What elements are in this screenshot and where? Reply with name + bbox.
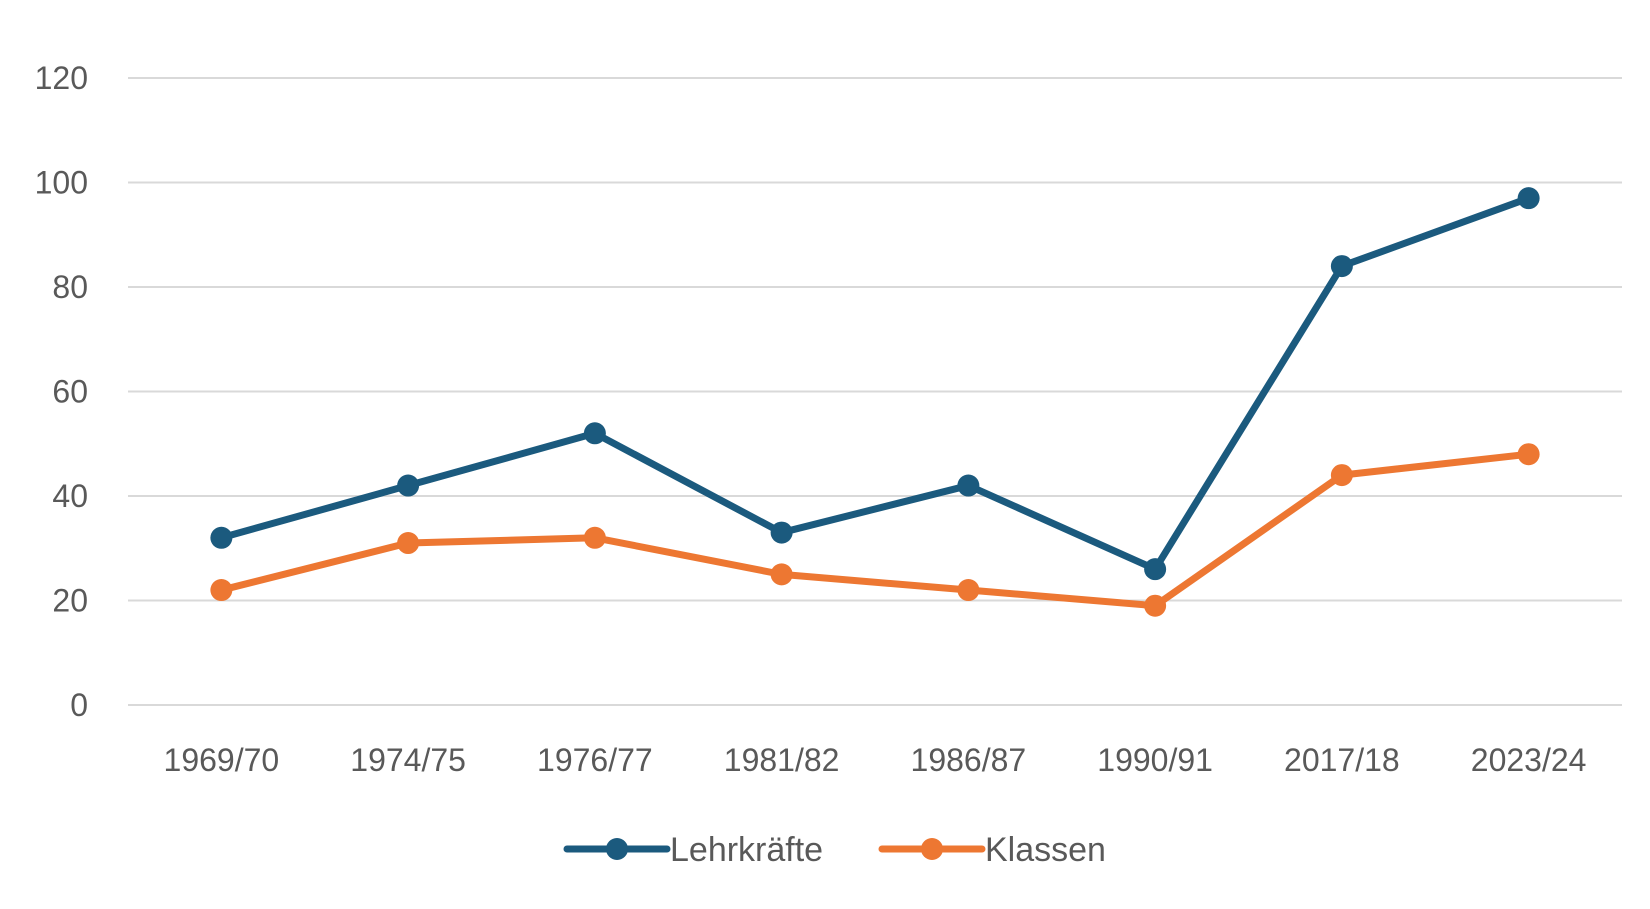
data-point-klassen	[1330, 464, 1353, 487]
data-point-klassen	[770, 563, 793, 586]
x-tick-label: 2023/24	[1471, 742, 1587, 778]
series-line-lehrkraefte	[217, 194, 1533, 573]
y-tick-label: 100	[35, 165, 88, 201]
x-tick-label: 1969/70	[164, 742, 280, 778]
data-point-klassen	[210, 579, 233, 602]
gridlines	[128, 77, 1622, 706]
data-point-lehrkraefte	[1330, 255, 1353, 278]
x-tick-label: 2017/18	[1284, 742, 1400, 778]
data-point-lehrkraefte	[770, 521, 793, 544]
data-point-lehrkraefte	[397, 474, 420, 497]
series-layer	[210, 187, 1540, 617]
data-point-klassen	[1517, 443, 1540, 466]
legend-swatch-marker	[606, 838, 628, 860]
data-point-lehrkraefte	[210, 526, 233, 549]
series-klassen	[210, 443, 1540, 617]
data-point-lehrkraefte	[583, 422, 606, 445]
y-tick-label: 40	[52, 478, 88, 514]
x-tick-label: 1974/75	[350, 742, 466, 778]
x-tick-label: 1986/87	[911, 742, 1027, 778]
legend-item-lehrkraefte: Lehrkräfte	[563, 831, 823, 869]
y-tick-label: 20	[52, 583, 88, 619]
data-point-klassen	[397, 532, 420, 555]
series-line-klassen	[217, 450, 1533, 610]
legend-item-klassen: Klassen	[878, 831, 1106, 869]
series-lehrkraefte	[210, 187, 1540, 581]
data-point-lehrkraefte	[957, 474, 980, 497]
x-tick-label: 1990/91	[1097, 742, 1213, 778]
data-point-klassen	[957, 579, 980, 602]
legend-swatch-marker	[921, 838, 943, 860]
y-tick-label: 60	[52, 374, 88, 410]
legend-label: Klassen	[985, 831, 1106, 869]
y-axis: 0 20 40 60 80 100 120	[35, 60, 88, 723]
legend: Lehrkräfte Klassen	[563, 831, 1106, 869]
y-tick-label: 80	[52, 269, 88, 305]
data-point-lehrkraefte	[1144, 558, 1167, 581]
legend-label: Lehrkräfte	[670, 831, 823, 869]
y-tick-label: 120	[35, 60, 88, 96]
data-point-klassen	[583, 526, 606, 549]
x-tick-label: 1976/77	[537, 742, 653, 778]
x-tick-label: 1981/82	[724, 742, 840, 778]
data-point-klassen	[1144, 594, 1167, 617]
x-axis: 1969/70 1974/75 1976/77 1981/82 1986/87 1990/…	[164, 742, 1587, 778]
y-tick-label: 0	[70, 687, 88, 723]
data-point-lehrkraefte	[1517, 187, 1540, 210]
